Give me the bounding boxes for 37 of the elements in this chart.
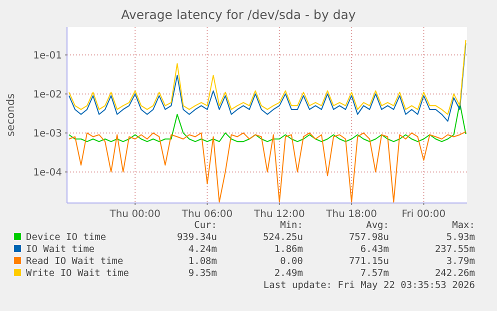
text: Cur: — [194, 220, 217, 231]
text: 242.26m — [434, 268, 476, 279]
legend-label: Device IO time — [26, 232, 106, 243]
text: 939.34u — [176, 232, 217, 243]
x-tick-label: Thu 00:00 — [108, 209, 161, 220]
legend-label: IO Wait time — [26, 244, 95, 255]
text: 6.43m — [360, 244, 390, 255]
text: 5.93m — [446, 232, 476, 243]
text: 524.25u — [262, 232, 303, 243]
text: Min: — [280, 220, 303, 231]
text: 4.24m — [188, 244, 218, 255]
chart-title: Average latency for /dev/sda - by day — [121, 7, 356, 22]
text: 3.79m — [446, 256, 476, 267]
y-axis-title: seconds — [5, 94, 17, 136]
x-tick-label: Thu 12:00 — [253, 209, 305, 220]
x-tick-label: Thu 06:00 — [180, 209, 233, 220]
x-tick-label: Fri 00:00 — [402, 209, 446, 220]
text: 1.08m — [188, 256, 218, 267]
y-tick-label: 1e-04 — [33, 167, 62, 178]
legend-label: Write IO Wait time — [26, 268, 130, 279]
text: 0.00 — [280, 256, 304, 267]
text: 9.35m — [188, 268, 218, 279]
text: Last update: Fri May 22 03:35:53 2026 — [263, 280, 476, 291]
legend-label: Read IO Wait time — [26, 256, 124, 267]
x-tick-label: Thu 18:00 — [325, 209, 377, 220]
text: 771.15u — [348, 256, 389, 267]
text: 7.57m — [360, 268, 390, 279]
text: Max: — [452, 220, 475, 231]
y-tick-label: 1e-02 — [33, 89, 62, 100]
text: 757.98u — [348, 232, 389, 243]
text: 1.86m — [274, 244, 304, 255]
y-tick-label: 1e-03 — [33, 128, 62, 140]
line-series — [68, 102, 466, 142]
text: Avg: — [366, 220, 389, 231]
text: 237.55m — [434, 244, 476, 255]
y-tick-label: 1e-01 — [33, 50, 62, 62]
text: 2.49m — [274, 268, 304, 279]
